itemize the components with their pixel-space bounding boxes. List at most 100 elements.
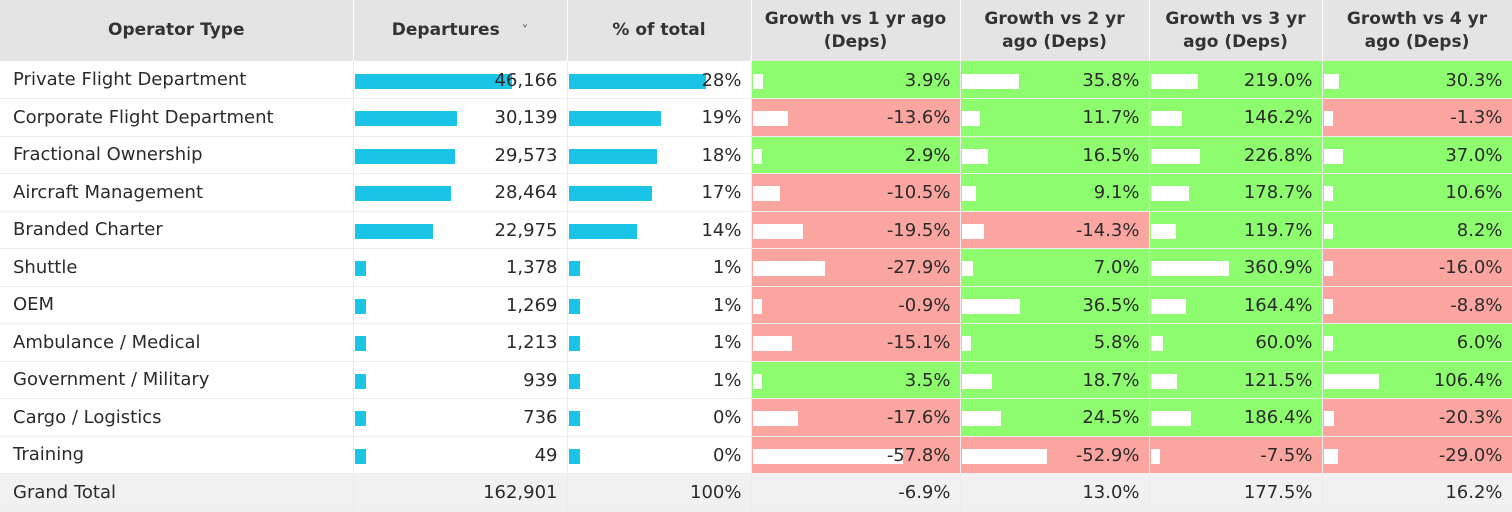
- growth-value: 8.2%: [1456, 219, 1503, 241]
- growth-value: 186.4%: [1243, 407, 1313, 429]
- pct-bar: [568, 373, 580, 389]
- growth-bar: [1150, 373, 1177, 389]
- growth-value: 226.8%: [1243, 144, 1313, 166]
- growth-value: -8.8%: [1450, 294, 1503, 316]
- operator-name-cell: Shuttle: [0, 248, 354, 287]
- growth-bar: [1150, 298, 1187, 314]
- growth-2yr-cell: -14.3%: [960, 211, 1150, 249]
- table-row[interactable]: Government / Military 939 1% 3.5% 18.7% 121.5…: [0, 361, 1512, 399]
- growth-bar-container: 3.5%: [752, 362, 960, 398]
- growth-value: -13.6%: [886, 107, 951, 129]
- header-growth-2yr[interactable]: Growth vs 2 yr ago (Deps): [960, 0, 1150, 61]
- table-row[interactable]: Corporate Flight Department 30,139 19% -13.…: [0, 98, 1512, 137]
- growth-bar-container: -0.9%: [752, 287, 960, 323]
- growth-value: 360.9%: [1243, 257, 1313, 279]
- growth-4yr-cell: 30.3%: [1322, 61, 1512, 99]
- growth-bar-container: -16.0%: [1323, 249, 1512, 285]
- pct-bar: [568, 261, 580, 277]
- pct-bar: [568, 73, 706, 89]
- departures-value: 1,378: [505, 257, 558, 279]
- departures-value: 1,269: [505, 294, 558, 316]
- growth-4yr-cell: 6.0%: [1322, 323, 1512, 362]
- departures-cell: 28,464: [353, 173, 568, 212]
- pct-total-cell: 0%: [567, 398, 752, 437]
- pct-bar-container: 0%: [568, 399, 751, 435]
- pct-bar-container: 1%: [568, 362, 751, 398]
- pct-value: 19%: [701, 107, 742, 129]
- growth-value: -52.9%: [1075, 444, 1140, 466]
- growth-bar: [752, 261, 825, 277]
- growth-2yr-cell: 24.5%: [960, 398, 1150, 437]
- growth-bar-container: 18.7%: [961, 362, 1149, 398]
- pct-value: 14%: [701, 219, 742, 241]
- growth-bar: [961, 73, 1020, 89]
- departures-value: 49: [534, 444, 558, 466]
- pct-total-cell: 0%: [567, 436, 752, 474]
- growth-value: 36.5%: [1082, 294, 1140, 316]
- growth-bar: [1150, 111, 1183, 127]
- table-row[interactable]: Ambulance / Medical 1,213 1% -15.1% 5.8% 60.0…: [0, 323, 1512, 362]
- growth-bar: [1150, 73, 1198, 89]
- pct-bar-container: 14%: [568, 212, 751, 248]
- pct-value: 1%: [712, 294, 742, 316]
- pct-total-cell: 1%: [567, 323, 752, 362]
- growth-3yr-cell: 121.5%: [1149, 361, 1323, 399]
- growth-bar-container: 3.9%: [752, 62, 960, 98]
- grand-total-g2: 13.0%: [960, 473, 1150, 512]
- pct-bar: [568, 148, 657, 164]
- growth-bar: [961, 336, 971, 352]
- table-row[interactable]: Shuttle 1,378 1% -27.9% 7.0% 360.9% -16.0%: [0, 248, 1512, 287]
- table-row[interactable]: Fractional Ownership 29,573 18% 2.9% 16.5% 22…: [0, 136, 1512, 174]
- header-growth-1yr[interactable]: Growth vs 1 yr ago (Deps): [751, 0, 961, 61]
- sort-chevron-down-icon[interactable]: ˅: [521, 23, 529, 39]
- growth-2yr-cell: 7.0%: [960, 248, 1150, 287]
- table-row[interactable]: Branded Charter 22,975 14% -19.5% -14.3% 119.…: [0, 211, 1512, 249]
- operator-name-cell: Branded Charter: [0, 211, 354, 249]
- growth-bar: [961, 373, 992, 389]
- header-growth-4yr[interactable]: Growth vs 4 yr ago (Deps): [1322, 0, 1512, 61]
- growth-value: -29.0%: [1438, 444, 1503, 466]
- growth-4yr-cell: -8.8%: [1322, 286, 1512, 324]
- table-row[interactable]: Aircraft Management 28,464 17% -10.5% 9.1% 17…: [0, 173, 1512, 212]
- growth-bar: [1323, 411, 1334, 427]
- departures-cell: 46,166: [353, 61, 568, 99]
- growth-bar: [752, 373, 762, 389]
- growth-bar-container: 37.0%: [1323, 137, 1512, 173]
- grand-total-departures: 162,901: [353, 473, 568, 512]
- growth-bar: [1150, 261, 1229, 277]
- growth-bar-container: 219.0%: [1150, 62, 1322, 98]
- growth-value: -0.9%: [898, 294, 951, 316]
- growth-bar: [752, 148, 762, 164]
- operator-name-cell: Training: [0, 436, 354, 474]
- departures-bar: [354, 186, 452, 202]
- header-growth-3yr[interactable]: Growth vs 3 yr ago (Deps): [1149, 0, 1323, 61]
- growth-1yr-cell: -10.5%: [751, 173, 961, 212]
- pct-value: 1%: [712, 257, 742, 279]
- growth-value: -1.3%: [1450, 107, 1503, 129]
- header-departures[interactable]: Departures ˅: [353, 0, 568, 61]
- growth-value: -57.8%: [886, 444, 951, 466]
- growth-bar-container: 9.1%: [961, 174, 1149, 210]
- growth-value: 3.5%: [904, 369, 951, 391]
- operator-name-cell: Government / Military: [0, 361, 354, 399]
- departures-cell: 22,975: [353, 211, 568, 249]
- header-operator-type[interactable]: Operator Type: [0, 0, 354, 61]
- growth-bar: [752, 111, 788, 127]
- growth-bar: [1323, 148, 1343, 164]
- growth-3yr-cell: 146.2%: [1149, 98, 1323, 137]
- grand-total-label: Grand Total: [0, 473, 354, 512]
- growth-bar-container: 30.3%: [1323, 62, 1512, 98]
- growth-bar: [1150, 186, 1190, 202]
- growth-value: 219.0%: [1243, 69, 1313, 91]
- departures-value: 30,139: [494, 107, 558, 129]
- growth-value: 7.0%: [1093, 257, 1140, 279]
- table-row[interactable]: Cargo / Logistics 736 0% -17.6% 24.5% 186.4% -…: [0, 398, 1512, 437]
- growth-bar-container: 164.4%: [1150, 287, 1322, 323]
- growth-value: -19.5%: [886, 219, 951, 241]
- header-pct-total[interactable]: % of total: [567, 0, 752, 61]
- growth-2yr-cell: 11.7%: [960, 98, 1150, 137]
- table-row[interactable]: Private Flight Department 46,166 28% 3.9% 35…: [0, 61, 1512, 99]
- table-row[interactable]: Training 49 0% -57.8% -52.9% -7.5% -29.0%: [0, 436, 1512, 474]
- table-row[interactable]: OEM 1,269 1% -0.9% 36.5% 164.4% -8.8%: [0, 286, 1512, 324]
- pct-total-cell: 1%: [567, 361, 752, 399]
